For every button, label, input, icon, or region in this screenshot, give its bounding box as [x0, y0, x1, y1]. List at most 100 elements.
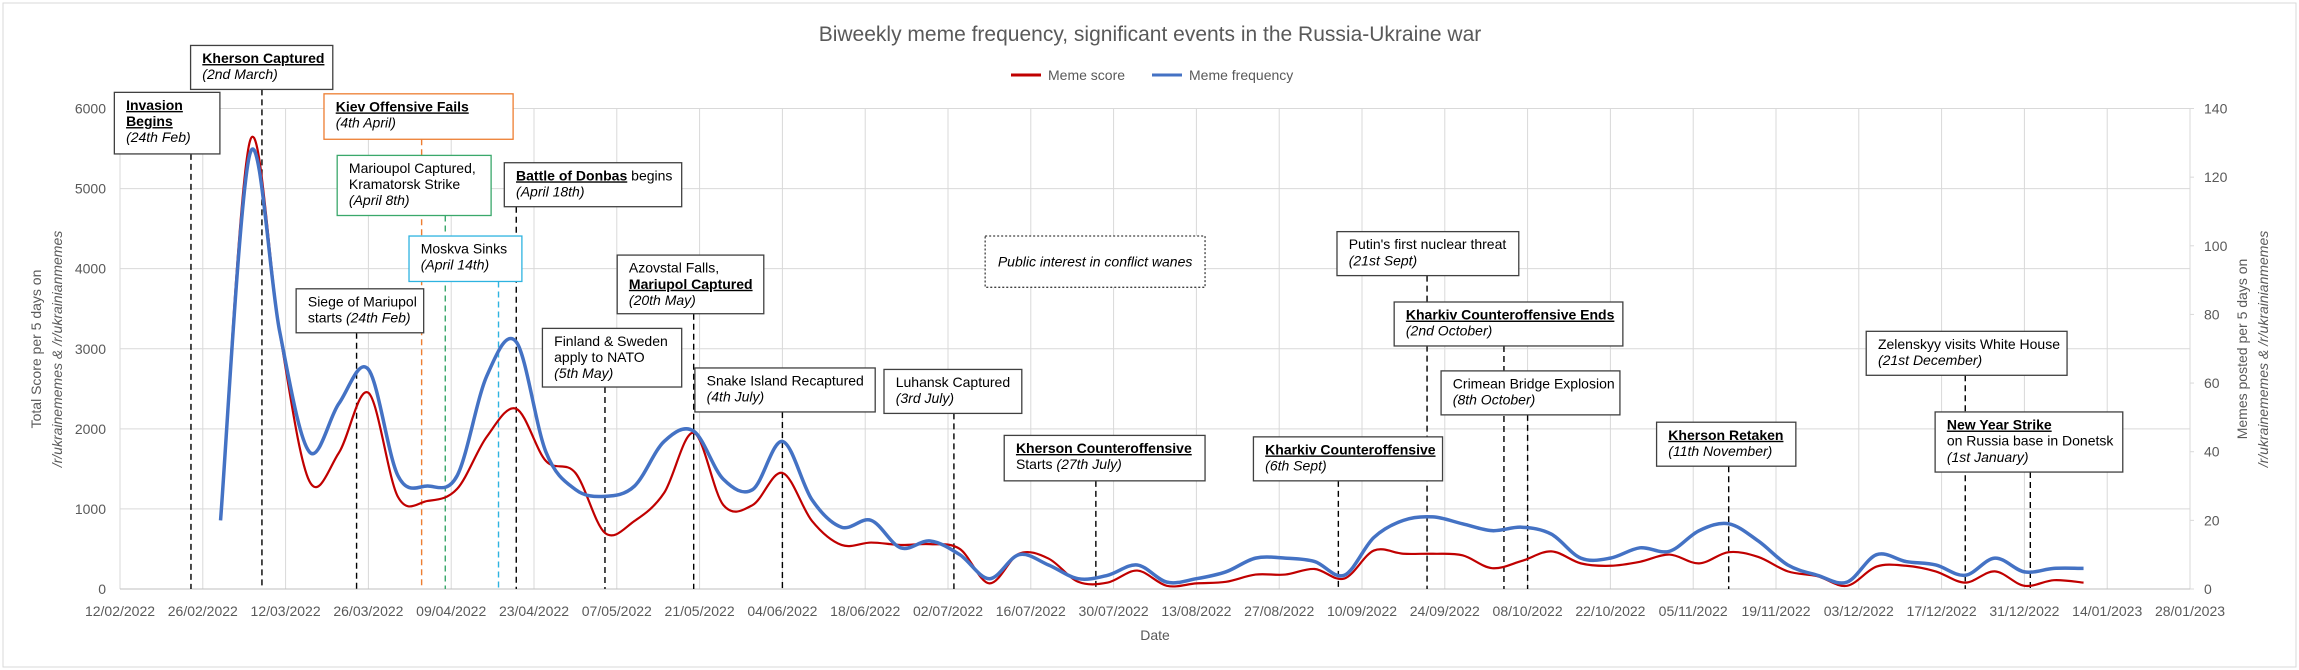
annotation-text: (4th July) — [707, 389, 765, 405]
x-tick-label: 24/09/2022 — [1410, 603, 1480, 619]
x-tick-label: 05/11/2022 — [1659, 603, 1728, 619]
annotation: Marioupol Captured,Kramatorsk Strike(Apr… — [336, 154, 492, 217]
annotation-segment: Kherson Captured — [202, 50, 324, 66]
annotation-segment: Moskva Sinks — [421, 241, 507, 257]
annotation-segment: apply to NATO — [554, 349, 645, 365]
annotation-text: (21st December) — [1878, 352, 1982, 368]
annotation-segment: (4th April) — [336, 115, 396, 131]
x-tick-label: 17/12/2022 — [1907, 603, 1977, 619]
x-tick-label: 23/04/2022 — [499, 603, 569, 619]
annotation-text: Starts (27th July) — [1016, 456, 1122, 472]
x-tick-label: 09/04/2022 — [416, 603, 486, 619]
annotation-segment: (24th Feb) — [126, 129, 191, 145]
annotation-text: (4th April) — [336, 115, 396, 131]
annotation-text: Zelenskyy visits White House — [1878, 336, 2060, 352]
annotation-box — [1003, 434, 1206, 482]
annotation: Kharkiv Counteroffensive Ends(2nd Octobe… — [1393, 301, 1624, 347]
annotation-segment: (April 18th) — [516, 183, 584, 199]
annotation-box — [503, 162, 683, 208]
annotation-box — [1393, 301, 1624, 347]
annotation-box — [694, 367, 876, 413]
annotation: Zelenskyy visits White House(21st Decemb… — [1865, 330, 2068, 376]
annotation-segment: Public interest in conflict wanes — [998, 254, 1193, 270]
annotation-text: (2nd March) — [202, 66, 277, 82]
annotation: Azovstal Falls,Mariupol Captured(20th Ma… — [616, 254, 765, 315]
annotation-text: Kherson Captured — [202, 50, 324, 66]
annotation-segment: Kharkiv Counteroffensive — [1265, 441, 1436, 457]
annotation-box — [189, 44, 334, 91]
annotation-text: Finland & Sweden — [554, 333, 668, 349]
x-tick-label: 22/10/2022 — [1575, 603, 1645, 619]
annotation-segment: Siege of Mariupol — [308, 293, 417, 309]
annotation-text: Kharkiv Counteroffensive — [1265, 441, 1436, 457]
annotation-segment: (4th July) — [707, 389, 765, 405]
annotation-segment: (3rd July) — [896, 390, 954, 406]
annotation-segment: (2nd March) — [202, 66, 277, 82]
annotation: Public interest in conflict wanes — [984, 235, 1206, 288]
annotation-text: Crimean Bridge Explosion — [1453, 375, 1615, 391]
annotation-text: Kherson Retaken — [1668, 427, 1783, 443]
annotation-segment: (27th July) — [1056, 456, 1121, 472]
x-tick-label: 31/12/2022 — [1989, 603, 2059, 619]
annotation-text: Luhansk Captured — [896, 374, 1010, 390]
annotation-text: Battle of Donbas begins — [516, 167, 672, 183]
annotation-box — [616, 254, 765, 315]
annotation-box — [984, 235, 1206, 288]
series-line — [219, 135, 2084, 588]
y2-tick-label: 80 — [2204, 306, 2220, 322]
annotation-text: New Year Strike — [1947, 417, 2052, 433]
annotation-box — [336, 154, 492, 217]
x-tick-label: 08/10/2022 — [1493, 603, 1563, 619]
annotation-text: on Russia base in Donetsk — [1947, 433, 2115, 449]
annotation-box — [1252, 436, 1444, 482]
annotation-text: (April 8th) — [349, 192, 410, 208]
y2-tick-label: 120 — [2204, 169, 2228, 185]
annotation-box — [1440, 370, 1621, 416]
y2-tick-label: 140 — [2204, 101, 2228, 117]
annotation-segment: Luhansk Captured — [896, 374, 1010, 390]
annotation-segment: Battle of Donbas — [516, 167, 627, 183]
annotation-box — [323, 93, 514, 140]
annotation-segment: starts — [308, 310, 346, 326]
y-tick-label: 1000 — [75, 501, 106, 517]
x-tick-label: 21/05/2022 — [665, 603, 735, 619]
annotation-text: Snake Island Recaptured — [707, 373, 864, 389]
x-tick-label: 04/06/2022 — [747, 603, 817, 619]
x-tick-label: 13/08/2022 — [1161, 603, 1231, 619]
annotation-text: (20th May) — [629, 292, 696, 308]
annotation-text: Moskva Sinks — [421, 241, 507, 257]
annotation: Kharkiv Counteroffensive(6th Sept) — [1252, 436, 1444, 482]
annotation-box — [1336, 230, 1520, 277]
annotation-box — [1655, 421, 1797, 467]
annotation-segment: Snake Island Recaptured — [707, 373, 864, 389]
annotation-segment: (2nd October) — [1406, 323, 1492, 339]
annotation-text: (1st January) — [1947, 449, 2029, 465]
annotation-text: (5th May) — [554, 365, 613, 381]
annotation-text: (April 18th) — [516, 183, 584, 199]
y-tick-label: 6000 — [75, 101, 106, 117]
y2-axis-title: /r/ukrainememes & /r/ukrainianmemes — [2255, 231, 2271, 469]
y2-tick-label: 60 — [2204, 375, 2220, 391]
annotation: Snake Island Recaptured(4th July) — [694, 367, 876, 413]
annotation-segment: Azovstal Falls, — [629, 260, 719, 276]
annotation-segment: (6th Sept) — [1265, 458, 1326, 474]
annotation-text: (6th Sept) — [1265, 458, 1326, 474]
annotation-segment: Kherson Counteroffensive — [1016, 440, 1192, 456]
x-tick-label: 14/01/2023 — [2072, 603, 2142, 619]
x-tick-label: 03/12/2022 — [1824, 603, 1894, 619]
x-tick-label: 07/05/2022 — [582, 603, 652, 619]
annotation-segment: Finland & Sweden — [554, 333, 668, 349]
annotation-segment: New Year Strike — [1947, 417, 2052, 433]
y2-axis-title: Memes posted per 5 days on — [2234, 259, 2250, 440]
x-tick-label: 26/03/2022 — [333, 603, 403, 619]
x-tick-label: 18/06/2022 — [830, 603, 900, 619]
annotation-text: Putin's first nuclear threat — [1349, 236, 1507, 252]
annotation: Crimean Bridge Explosion(8th October) — [1440, 370, 1621, 416]
series-line — [218, 147, 2084, 585]
y-tick-label: 5000 — [75, 181, 106, 197]
x-tick-label: 16/07/2022 — [996, 603, 1066, 619]
